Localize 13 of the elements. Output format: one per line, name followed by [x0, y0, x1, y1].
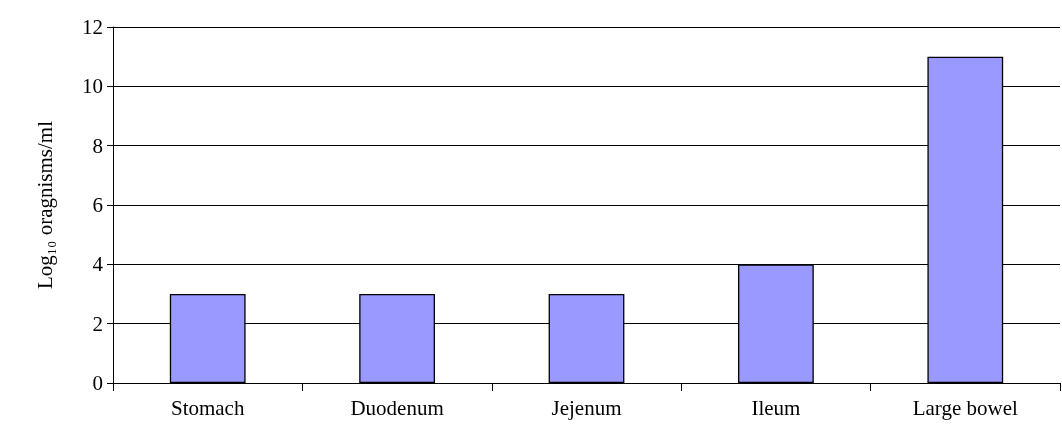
x-tick-label: Duodenum [350, 395, 444, 420]
x-tick-label: Stomach [170, 395, 245, 420]
y-tick-label: 0 [92, 371, 103, 395]
y-axis-title: Log₁₀ oragnisms/ml [32, 120, 57, 290]
y-tick-label: 10 [82, 74, 103, 99]
y-tick-label: 8 [92, 133, 103, 158]
x-tick-label: Ileum [751, 395, 801, 420]
y-tick-label: 6 [92, 193, 103, 217]
x-tick-label: Large bowel [912, 395, 1019, 420]
y-tick-label: 4 [92, 252, 104, 277]
x-tick-label: Jejenum [551, 395, 622, 420]
y-tick-label: 12 [82, 15, 103, 39]
y-tick-label: 2 [92, 311, 103, 336]
